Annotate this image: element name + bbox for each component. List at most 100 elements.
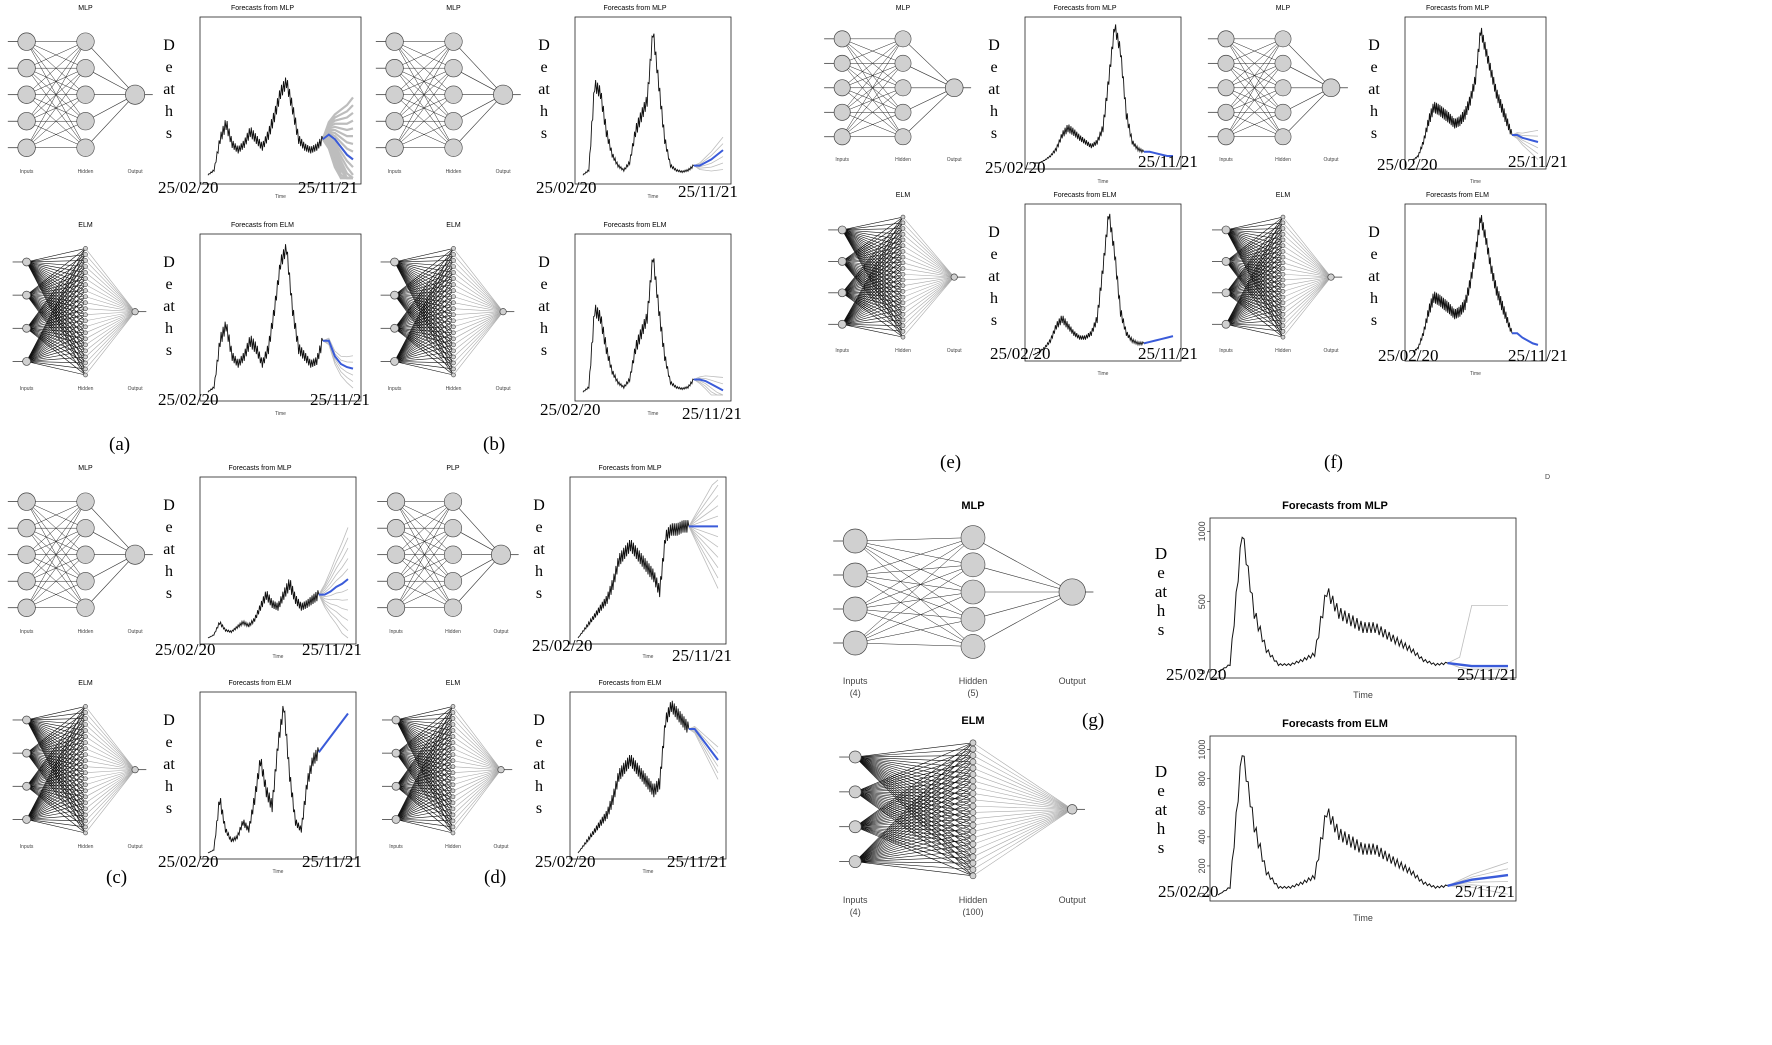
input-hidden-edge <box>855 831 974 862</box>
hidden-output-edge <box>85 769 136 810</box>
input-hidden-edge <box>26 328 86 364</box>
hidden-output-edge <box>972 809 1073 864</box>
input-hidden-edge <box>394 260 454 263</box>
hidden-label: Hidden <box>446 386 462 392</box>
network-title: PLP <box>446 465 460 472</box>
hidden-output-edge <box>1282 276 1332 304</box>
input-hidden-edge <box>841 245 904 325</box>
input-hidden-edge <box>842 229 904 264</box>
input-hidden-edge <box>1225 228 1284 325</box>
hidden-node <box>76 138 95 157</box>
output-node <box>950 273 958 281</box>
input-hidden-edge <box>26 327 86 346</box>
hidden-node <box>960 552 986 578</box>
hidden-output-edge <box>972 761 1073 810</box>
forecast-series-line <box>693 149 724 167</box>
hidden-node <box>444 112 463 131</box>
input-hidden-edge <box>842 308 904 325</box>
input-hidden-edge <box>394 290 454 362</box>
input-hidden-edge <box>1225 323 1284 327</box>
input-hidden-edge <box>842 87 904 137</box>
hidden-node <box>1280 226 1286 231</box>
hidden-node <box>83 336 88 342</box>
network-title: ELM <box>78 222 93 229</box>
input-hidden-edge <box>26 326 86 362</box>
output-node <box>1067 804 1078 815</box>
x-axis-label: Time <box>1353 913 1373 923</box>
y-tick-label: 200 <box>1197 858 1207 873</box>
input-hidden-edge <box>26 261 86 309</box>
input-hidden-edge <box>394 328 454 370</box>
input-hidden-edge <box>855 793 974 828</box>
hidden-output-edge <box>1282 87 1332 137</box>
hidden-output-edge <box>453 290 504 312</box>
input-hidden-edge <box>26 320 86 329</box>
inputs-label: Inputs <box>1219 157 1233 163</box>
input-hidden-edge <box>26 802 86 820</box>
input-hidden-edge <box>855 756 974 788</box>
hidden-output-edge <box>85 712 136 770</box>
input-hidden-edge <box>26 501 86 555</box>
hidden-node <box>969 840 977 848</box>
hidden-node <box>83 734 88 739</box>
input-hidden-edge <box>394 261 454 273</box>
hidden-output-edge <box>452 748 502 770</box>
hidden-node <box>83 354 88 360</box>
f-mlp-forecast-chart: Forecasts from MLP Time <box>1365 5 1550 185</box>
input-hidden-edge <box>855 756 974 763</box>
y-tick-label: 0 <box>1197 669 1207 674</box>
input-node <box>390 323 399 333</box>
input-hidden-edge <box>1225 63 1284 137</box>
input-hidden-edge <box>395 706 454 721</box>
plot-frame <box>569 476 727 645</box>
hidden-node <box>451 252 456 257</box>
hidden-node <box>900 266 906 271</box>
input-hidden-edge <box>855 826 974 864</box>
output-label: Output <box>1323 348 1339 354</box>
history-series-line <box>582 33 695 176</box>
input-hidden-edge <box>855 837 974 862</box>
hidden-output-edge <box>85 248 136 312</box>
input-hidden-edge <box>394 266 454 296</box>
hidden-output-edge <box>452 730 502 770</box>
input-hidden-edge <box>394 326 454 362</box>
hidden-label: Hidden <box>1275 157 1291 163</box>
output-label: Output <box>1323 157 1339 163</box>
hidden-node <box>451 288 456 293</box>
input-hidden-edge <box>395 808 454 820</box>
input-hidden-edge <box>855 826 974 858</box>
input-hidden-edge <box>395 501 454 555</box>
hidden-node <box>450 776 456 782</box>
input-hidden-edge <box>394 344 454 362</box>
input-hidden-edge <box>855 756 974 775</box>
hidden-output-edge <box>972 809 1073 877</box>
input-hidden-edge <box>855 574 974 620</box>
hidden-node <box>83 704 88 709</box>
output-label: Output <box>128 844 144 850</box>
date-start-label: 25/02/20 <box>985 158 1046 177</box>
hidden-output-edge <box>452 554 502 608</box>
hidden-output-edge <box>453 296 504 312</box>
hidden-node <box>1280 260 1286 266</box>
hidden-output-edge <box>85 308 136 312</box>
hidden-node <box>83 306 88 311</box>
chart-title: Forecasts from ELM <box>598 680 662 687</box>
input-hidden-edge <box>26 308 86 362</box>
hidden-output-edge <box>902 276 955 286</box>
y-axis-label: Deaths <box>533 497 545 602</box>
input-hidden-edge <box>394 261 454 309</box>
hidden-node <box>444 138 463 157</box>
input-hidden-edge <box>855 861 974 877</box>
hidden-output-edge <box>972 809 1073 839</box>
chart-title: Forecasts from ELM <box>230 222 294 229</box>
hidden-output-edge <box>85 290 136 312</box>
input-hidden-edge <box>1225 245 1284 262</box>
input-hidden-edge <box>841 234 904 325</box>
input-hidden-edge <box>841 268 904 325</box>
forecast-series-line <box>1143 335 1174 345</box>
input-node <box>1217 30 1235 48</box>
hidden-output-edge <box>972 809 1073 820</box>
date-end-label: 25/11/21 <box>1508 346 1568 365</box>
input-hidden-edge <box>26 41 86 122</box>
date-start-label: 25/02/20 <box>1377 155 1438 174</box>
